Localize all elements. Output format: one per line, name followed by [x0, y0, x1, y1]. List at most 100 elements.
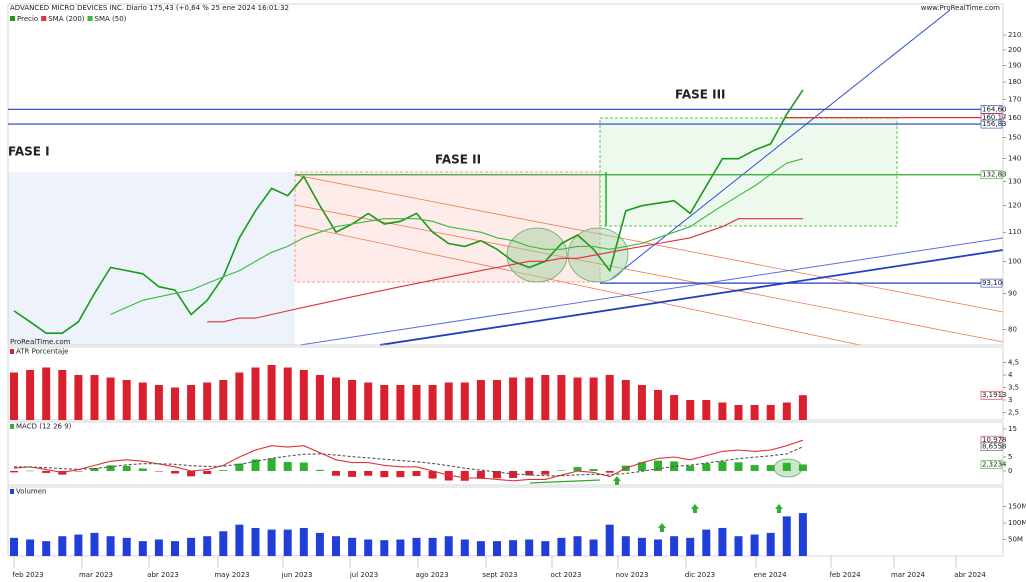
y-tick-label: 170	[1008, 95, 1021, 103]
y-tick-label: 90	[1008, 289, 1017, 297]
bar	[686, 537, 695, 556]
bar	[171, 470, 179, 474]
bar	[138, 468, 147, 471]
bar	[138, 541, 147, 556]
bar	[702, 400, 711, 420]
x-tick-label: mar 2024	[891, 571, 926, 579]
bar	[798, 395, 807, 420]
bar	[573, 377, 582, 420]
bar	[670, 395, 679, 420]
bar	[187, 385, 196, 420]
phase-label: FASE II	[435, 153, 481, 167]
bar	[364, 382, 373, 420]
y-tick-label: 100	[1008, 257, 1021, 265]
line-series	[13, 446, 804, 477]
watermark: ProRealTime.com	[10, 338, 71, 346]
bar	[122, 465, 131, 471]
bar	[734, 536, 743, 556]
bar	[750, 534, 759, 556]
bar	[396, 385, 405, 420]
legend-label: SMA (200)	[48, 15, 85, 23]
x-tick-label: may 2023	[214, 571, 249, 579]
bar	[10, 537, 18, 556]
bar	[26, 539, 35, 556]
y-tick-label: 50M	[1008, 536, 1023, 544]
bar	[605, 524, 614, 556]
bar	[90, 375, 99, 420]
bar	[525, 377, 534, 420]
panel-title-swatch	[10, 424, 14, 429]
bar	[637, 462, 646, 471]
x-tick-label: jul 2023	[349, 571, 378, 579]
bar	[299, 462, 308, 471]
bar	[348, 470, 357, 477]
bar	[74, 375, 83, 420]
bar	[26, 470, 35, 472]
volume-arrows	[613, 476, 783, 532]
level-label: 160,17	[982, 114, 1007, 122]
y-tick-label: 160	[1008, 114, 1021, 122]
bar	[750, 465, 759, 471]
bar	[718, 402, 727, 420]
x-tick-label: oct 2023	[551, 571, 582, 579]
bar	[702, 463, 711, 471]
bar	[203, 470, 212, 475]
bar	[364, 539, 373, 556]
y-tick-label: 100M	[1008, 519, 1026, 527]
bar	[509, 540, 518, 556]
bar	[122, 537, 131, 556]
bar	[315, 469, 324, 471]
bar	[203, 536, 212, 556]
bar	[251, 367, 260, 420]
line-series	[110, 158, 804, 316]
level-label-box	[980, 105, 1003, 114]
bar	[686, 400, 695, 420]
bar	[219, 380, 228, 420]
y-tick-label: 80	[1008, 325, 1017, 333]
x-tick-label: abr 2024	[954, 571, 986, 579]
bar	[541, 375, 550, 420]
bar	[299, 527, 308, 556]
bar	[42, 367, 51, 420]
bar	[138, 382, 147, 420]
y-tick-label: 180	[1008, 78, 1021, 86]
bar	[283, 367, 292, 420]
level-label-box	[980, 119, 1003, 129]
level-label: 164,60	[982, 105, 1007, 113]
bar	[332, 377, 340, 420]
bar	[380, 385, 389, 420]
y-tick-label: 200	[1008, 46, 1021, 54]
bar	[670, 536, 679, 556]
bar	[798, 513, 807, 556]
bar	[750, 405, 759, 420]
bar	[348, 537, 357, 556]
x-tick-label: feb 2024	[829, 571, 861, 579]
panel-title-swatch	[10, 349, 14, 354]
bar	[541, 470, 550, 475]
bar	[315, 532, 324, 556]
bar	[460, 539, 469, 556]
bar	[42, 541, 51, 556]
bar	[589, 377, 598, 420]
bar	[557, 375, 566, 420]
x-tick-label: nov 2023	[616, 571, 649, 579]
header-site: www.ProRealTime.com	[921, 4, 1000, 12]
bar	[605, 470, 614, 473]
bar	[74, 470, 83, 472]
bar	[26, 370, 35, 420]
bar	[267, 458, 276, 471]
bar	[396, 539, 405, 556]
x-tick-label: sept 2023	[482, 571, 517, 579]
bar	[364, 470, 373, 476]
bar	[573, 467, 582, 471]
bar	[235, 372, 244, 420]
bar	[718, 527, 727, 556]
bar	[782, 402, 791, 420]
bar	[267, 365, 276, 420]
level-label: 93,10	[982, 279, 1002, 287]
bar	[10, 470, 18, 473]
bar	[589, 469, 598, 471]
bar	[766, 532, 775, 556]
bar	[734, 405, 743, 420]
